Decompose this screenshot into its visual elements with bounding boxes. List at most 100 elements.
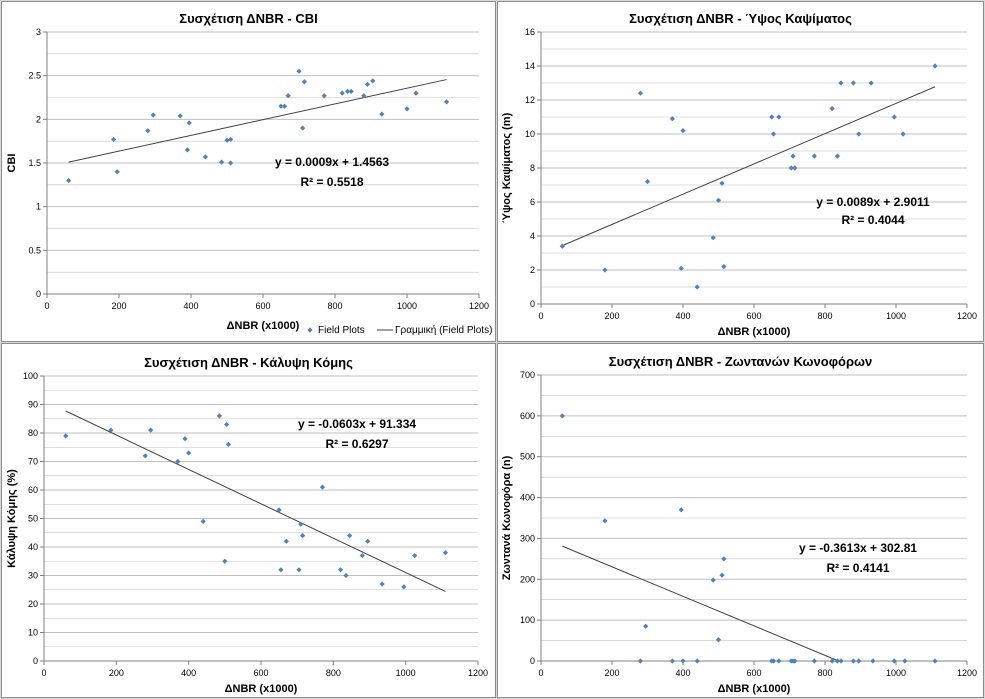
y-tick-label: 0 <box>530 656 535 666</box>
y-tick-label: 80 <box>28 428 38 438</box>
data-point <box>637 658 643 664</box>
y-tick-label: 10 <box>525 129 535 139</box>
data-point <box>868 80 874 86</box>
y-tick-label: 8 <box>530 163 535 173</box>
data-point <box>296 68 302 74</box>
data-point <box>776 114 782 120</box>
data-point <box>680 658 686 664</box>
y-tick-label: 600 <box>520 411 535 421</box>
data-point <box>276 507 282 513</box>
data-point <box>321 93 327 99</box>
data-point <box>282 103 288 109</box>
data-point <box>770 131 777 137</box>
data-point <box>182 436 188 442</box>
data-point <box>602 518 608 524</box>
data-point <box>792 658 798 664</box>
y-axis-label: Ύψος Καψίματος (m) <box>501 112 513 223</box>
data-point <box>228 160 234 166</box>
data-point <box>186 120 192 126</box>
x-tick-label: 400 <box>181 668 196 678</box>
data-point <box>637 90 643 96</box>
data-point <box>788 165 794 171</box>
y-tick-label: 60 <box>28 485 38 495</box>
y-tick-label: 4 <box>530 231 535 241</box>
data-point <box>337 567 344 573</box>
data-point <box>902 658 908 664</box>
data-point <box>602 267 608 273</box>
y-tick-label: 0 <box>33 656 38 666</box>
trendline <box>562 545 839 662</box>
data-point <box>348 88 354 94</box>
data-point <box>365 538 371 544</box>
y-tick-label: 0 <box>530 299 535 309</box>
chart-burn-height-svg: 0 2 4 6 8 10 12 14 16 0 200 400 600 800 1000 1200 Συσχέτ… <box>501 11 977 338</box>
x-tick-label: 1200 <box>468 668 488 678</box>
data-point <box>891 658 897 664</box>
y-tick-label: 2.5 <box>28 71 41 81</box>
data-point <box>145 128 151 134</box>
data-point <box>216 413 223 419</box>
trendline-equation: y = 0.0089x + 2.9011 <box>816 195 930 209</box>
x-tick-label: 400 <box>675 668 690 678</box>
data-point <box>770 658 777 664</box>
data-point <box>715 197 722 203</box>
data-point <box>347 533 353 539</box>
y-tick-label: 200 <box>520 574 535 584</box>
data-point <box>370 78 376 84</box>
data-point <box>301 79 307 85</box>
r-squared-label: R² = 0.5518 <box>300 175 363 189</box>
x-tick-label: 800 <box>327 301 342 311</box>
data-point <box>299 533 306 539</box>
y-tick-label: 400 <box>520 493 535 503</box>
y-tick-label: 90 <box>28 400 38 410</box>
y-tick-label: 0.5 <box>28 245 41 255</box>
data-point <box>870 658 876 664</box>
data-point <box>186 450 192 456</box>
trendline-equation: y = -0.0603x + 91.334 <box>298 417 416 431</box>
data-point <box>559 413 565 419</box>
data-point <box>343 572 349 579</box>
y-tick-label: 100 <box>520 615 535 625</box>
chart-title: Συσχέτιση ΔNBR - Ύψος Καψίματος <box>629 11 852 26</box>
data-point <box>694 284 700 290</box>
x-tick-label: 0 <box>538 311 543 321</box>
data-point <box>379 111 385 117</box>
data-point <box>643 623 649 629</box>
y-tick-label: 70 <box>28 457 38 467</box>
chart-title: Συσχέτιση ΔNBR - Κάλυψη Κόμης <box>144 355 353 370</box>
data-point <box>404 106 410 112</box>
data-point <box>710 235 716 241</box>
data-point <box>834 658 841 664</box>
data-point <box>184 147 190 153</box>
x-tick-label: 200 <box>604 668 619 678</box>
y-tick-label: 16 <box>525 27 535 37</box>
y-tick-label: 10 <box>28 628 38 638</box>
x-tick-label: 200 <box>111 301 126 311</box>
data-point <box>364 81 370 87</box>
data-point <box>444 99 450 105</box>
chart-burn-height: 0 2 4 6 8 10 12 14 16 0 200 400 600 800 1000 1200 Συσχέτ… <box>497 1 984 342</box>
y-tick-label: 3 <box>36 27 41 37</box>
r-squared-label: R² = 0.6297 <box>325 437 388 451</box>
data-point <box>224 137 230 143</box>
data-point <box>721 264 727 270</box>
chart-live-conifers: 0 100 200 300 400 500 600 700 0 200 400 600 800 1000 1… <box>497 343 984 698</box>
data-point <box>202 154 208 160</box>
y-axis-label: CBI <box>6 154 18 173</box>
data-point <box>721 556 727 562</box>
x-tick-label: 200 <box>604 311 619 321</box>
data-point <box>285 93 291 99</box>
trendline <box>65 410 446 592</box>
x-tick-label: 1000 <box>886 668 906 678</box>
x-tick-label: 1000 <box>886 311 906 321</box>
data-point <box>669 658 675 664</box>
trendline-equation: y = 0.0009x + 1.4563 <box>275 155 389 169</box>
data-point <box>719 180 725 186</box>
data-point <box>900 131 906 137</box>
data-point <box>359 552 365 559</box>
data-point <box>850 658 856 664</box>
data-point <box>148 427 154 433</box>
chart-cbi-svg: 0 0.5 1 1.5 2 2.5 3 0 200 400 600 800 1000 1200 Συσχέτ… <box>6 11 492 336</box>
data-point <box>200 518 206 524</box>
y-tick-label: 500 <box>520 452 535 462</box>
